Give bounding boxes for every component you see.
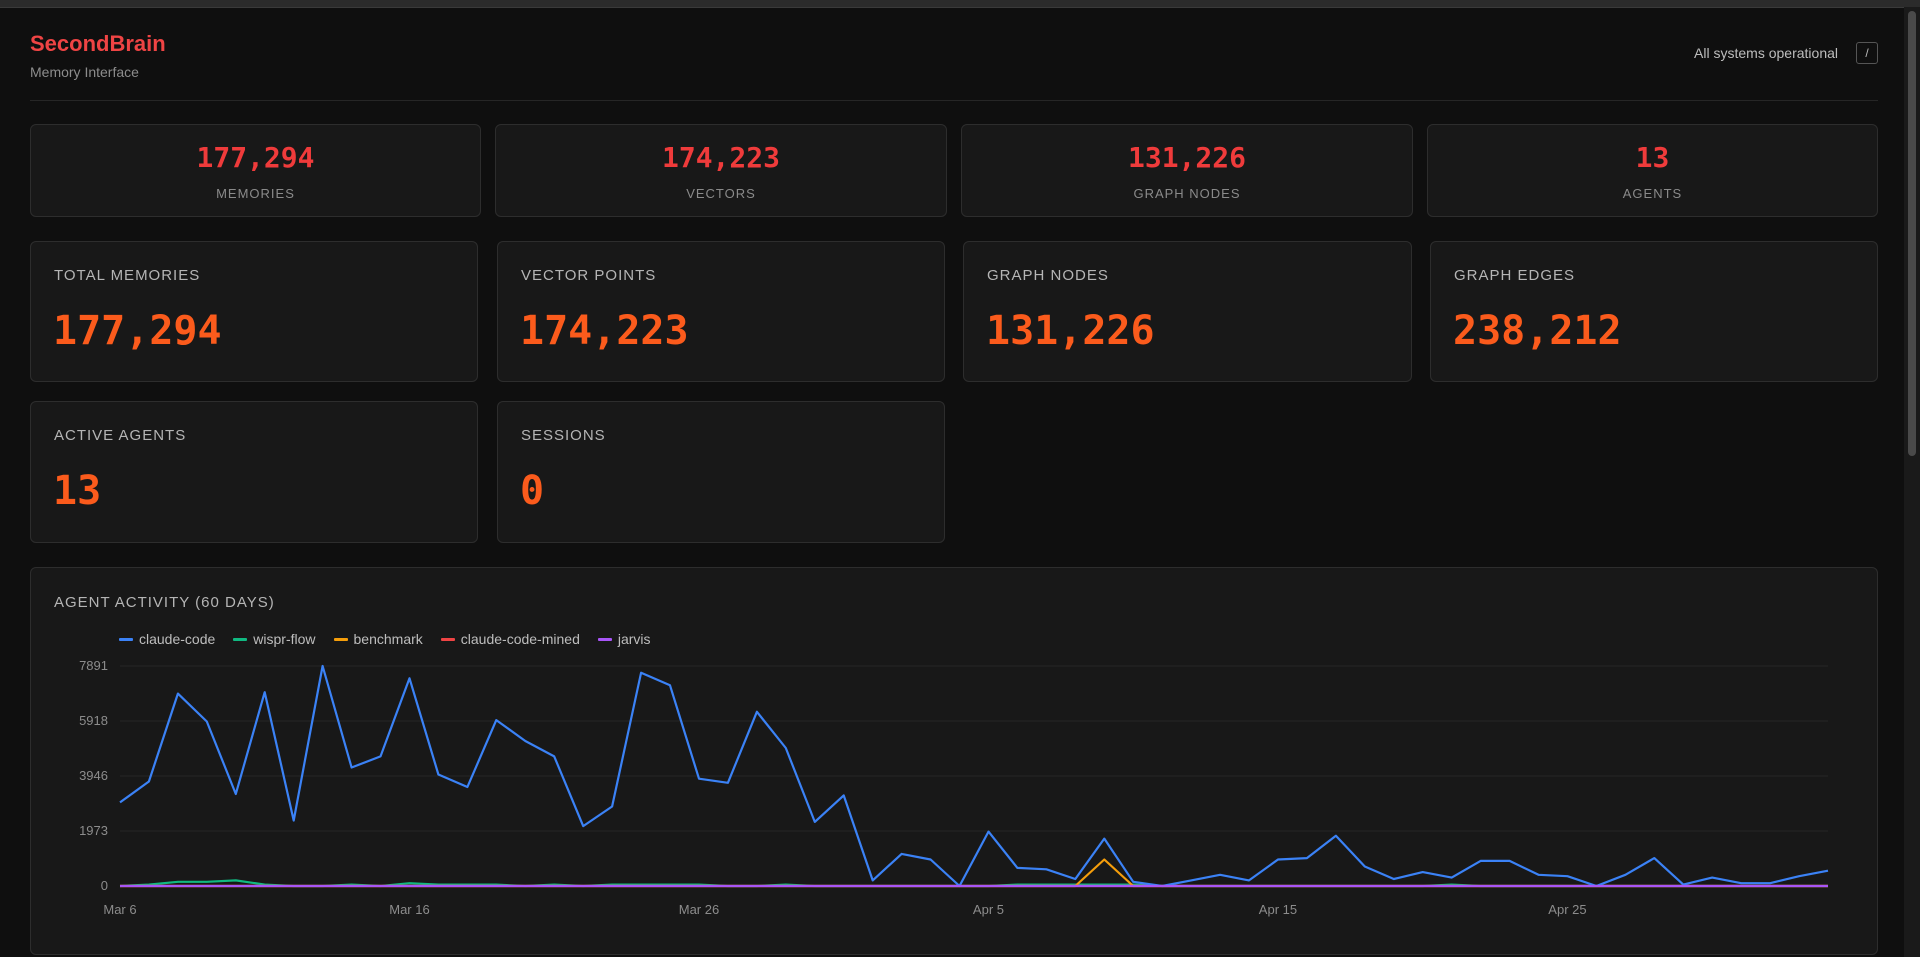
search-shortcut-button[interactable]: / bbox=[1856, 42, 1878, 64]
agent-activity-panel: AGENT ACTIVITY (60 DAYS) claude-code wisp… bbox=[30, 567, 1878, 955]
stat-label: VECTOR POINTS bbox=[521, 267, 657, 284]
x-tick-label: Apr 5 bbox=[973, 902, 1004, 917]
legend-label: claude-code bbox=[139, 631, 216, 647]
brand-subtitle: Memory Interface bbox=[30, 64, 139, 80]
mini-stat-memories: 177,294 MEMORIES bbox=[30, 124, 481, 217]
page-scrollbar[interactable] bbox=[1904, 7, 1920, 957]
y-tick-label: 3946 bbox=[79, 768, 108, 783]
x-tick-label: Mar 6 bbox=[103, 902, 136, 917]
x-tick-label: Mar 26 bbox=[679, 902, 719, 917]
mini-stat-value: 177,294 bbox=[196, 141, 315, 174]
mini-stat-agents: 13 AGENTS bbox=[1427, 124, 1878, 217]
mini-stat-label: VECTORS bbox=[686, 186, 756, 201]
chart-legend: claude-code wispr-flow benchmark claude-cod… bbox=[119, 631, 651, 647]
legend-item-claude-code[interactable]: claude-code bbox=[119, 631, 215, 647]
legend-label: wispr-flow bbox=[253, 631, 316, 647]
stat-value: 131,226 bbox=[986, 308, 1155, 354]
stat-card-sessions: SESSIONS 0 bbox=[497, 401, 945, 543]
legend-item-claude-code-mined[interactable]: claude-code-mined bbox=[440, 631, 580, 647]
mini-stat-value: 131,226 bbox=[1127, 141, 1246, 174]
legend-item-wispr-flow[interactable]: wispr-flow bbox=[233, 631, 316, 647]
header: SecondBrain Memory Interface All systems… bbox=[30, 8, 1878, 101]
series-line-claude-code[interactable] bbox=[119, 664, 1829, 888]
stat-card-graph-edges: GRAPH EDGES 238,212 bbox=[1430, 241, 1878, 382]
legend-swatch bbox=[597, 637, 612, 641]
y-tick-label: 0 bbox=[101, 878, 108, 893]
scrollbar-thumb[interactable] bbox=[1908, 11, 1916, 456]
y-tick-label: 7891 bbox=[79, 658, 108, 673]
x-tick-label: Apr 25 bbox=[1548, 902, 1586, 917]
legend-label: claude-code-mined bbox=[460, 631, 580, 647]
stat-value: 0 bbox=[520, 468, 545, 514]
legend-item-benchmark[interactable]: benchmark bbox=[333, 631, 423, 647]
stat-card-graph-nodes: GRAPH NODES 131,226 bbox=[963, 241, 1412, 382]
stat-card-total-memories: TOTAL MEMORIES 177,294 bbox=[30, 241, 478, 382]
stat-label: SESSIONS bbox=[521, 427, 606, 444]
stat-value: 174,223 bbox=[520, 308, 689, 354]
agent-activity-chart: 0 1973 3946 5918 7891 Mar 6 Mar 16 Mar 26 Apr 5 A… bbox=[79, 658, 1829, 917]
stat-label: GRAPH NODES bbox=[987, 267, 1109, 284]
y-tick-label: 5918 bbox=[79, 713, 108, 728]
chart-title: AGENT ACTIVITY (60 DAYS) bbox=[54, 594, 275, 611]
legend-swatch bbox=[119, 637, 133, 641]
stat-label: TOTAL MEMORIES bbox=[54, 267, 201, 284]
stat-value: 13 bbox=[53, 468, 102, 514]
brand-title[interactable]: SecondBrain bbox=[30, 31, 166, 56]
x-tick-label: Mar 16 bbox=[389, 902, 429, 917]
legend-label: benchmark bbox=[353, 631, 423, 647]
system-status: All systems operational bbox=[1694, 45, 1838, 61]
legend-swatch bbox=[233, 637, 248, 641]
y-tick-label: 1973 bbox=[79, 823, 108, 838]
legend-item-jarvis[interactable]: jarvis bbox=[597, 631, 651, 647]
stat-label: ACTIVE AGENTS bbox=[54, 427, 187, 444]
mini-stat-value: 174,223 bbox=[661, 141, 780, 174]
legend-label: jarvis bbox=[617, 631, 651, 647]
mini-stat-graph-nodes: 131,226 GRAPH NODES bbox=[961, 124, 1413, 217]
app-window: SecondBrain Memory Interface All systems… bbox=[0, 7, 1904, 957]
stat-label: GRAPH EDGES bbox=[1454, 267, 1576, 284]
mini-stat-label: MEMORIES bbox=[216, 186, 295, 201]
mini-stat-label: AGENTS bbox=[1622, 186, 1683, 201]
stat-value: 177,294 bbox=[53, 308, 222, 354]
legend-swatch bbox=[440, 637, 455, 641]
legend-swatch bbox=[333, 637, 348, 641]
x-tick-label: Apr 15 bbox=[1259, 902, 1297, 917]
stat-card-vector-points: VECTOR POINTS 174,223 bbox=[497, 241, 945, 382]
mini-stat-vectors: 174,223 VECTORS bbox=[495, 124, 947, 217]
mini-stat-value: 13 bbox=[1635, 141, 1670, 174]
stat-card-active-agents: ACTIVE AGENTS 13 bbox=[30, 401, 478, 543]
stat-value: 238,212 bbox=[1453, 308, 1622, 354]
series-line-benchmark[interactable] bbox=[120, 858, 1828, 888]
mini-stat-label: GRAPH NODES bbox=[1133, 186, 1241, 201]
